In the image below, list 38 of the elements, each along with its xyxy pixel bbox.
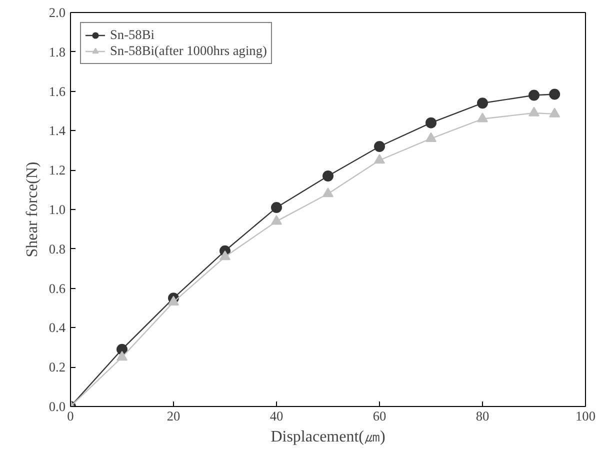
legend-label: Sn-58Bi bbox=[110, 27, 154, 43]
point bbox=[549, 88, 560, 100]
x-axis-title: Displacement(㎛) bbox=[270, 428, 386, 446]
y-tick-label: 2.0 bbox=[48, 5, 66, 20]
point bbox=[426, 132, 436, 142]
x-tick-label: 60 bbox=[372, 408, 386, 424]
point bbox=[426, 117, 436, 128]
legend-label: Sn-58Bi(after 1000hrs aging) bbox=[110, 43, 267, 59]
x-tick-label: 0 bbox=[67, 408, 74, 424]
y-tick-label: 1.6 bbox=[48, 84, 66, 99]
point bbox=[220, 250, 230, 260]
point bbox=[168, 296, 179, 306]
point bbox=[271, 215, 282, 225]
point bbox=[271, 202, 282, 214]
point bbox=[322, 187, 334, 198]
x-tick-label: 40 bbox=[270, 408, 284, 424]
y-tick-label: 0.8 bbox=[48, 241, 66, 256]
y-tick-label: 1.8 bbox=[48, 44, 66, 60]
point bbox=[374, 140, 385, 152]
y-tick-label: 0.6 bbox=[48, 280, 66, 296]
point bbox=[528, 106, 540, 116]
x-tick-label: 100 bbox=[576, 408, 596, 424]
point bbox=[477, 112, 488, 122]
point bbox=[549, 108, 560, 118]
point bbox=[116, 350, 128, 361]
y-axis-title: Shear force(N) bbox=[24, 162, 41, 258]
point bbox=[477, 98, 488, 109]
y-tick-label: 0.0 bbox=[48, 399, 66, 414]
x-tick-label: 20 bbox=[166, 408, 180, 424]
y-tick-label: 0.2 bbox=[48, 360, 66, 375]
x-tick-label: 80 bbox=[476, 408, 490, 424]
point bbox=[374, 154, 385, 164]
point bbox=[528, 90, 540, 101]
point bbox=[322, 170, 334, 182]
y-tick-label: 1.4 bbox=[48, 123, 66, 138]
y-tick-label: 1.0 bbox=[48, 202, 66, 217]
y-tick-label: 0.4 bbox=[48, 320, 66, 336]
y-tick-label: 1.2 bbox=[48, 162, 66, 178]
